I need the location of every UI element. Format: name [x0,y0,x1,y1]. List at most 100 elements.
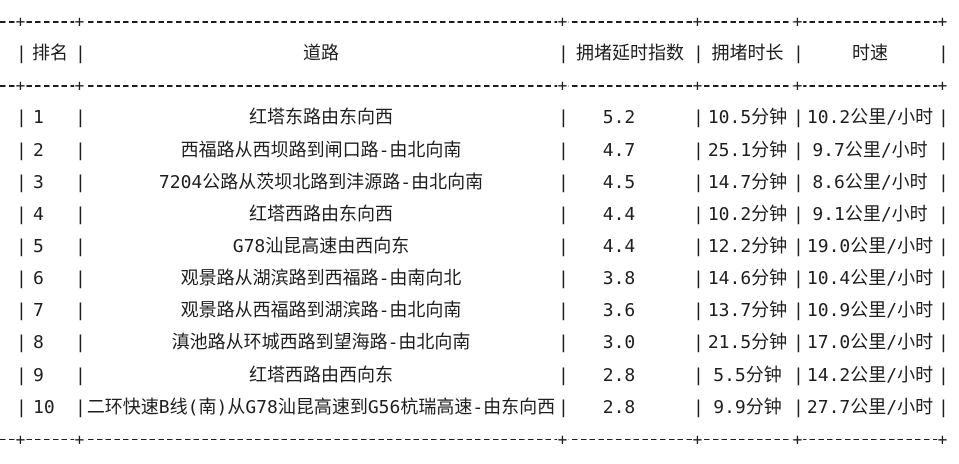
column-divider [558,142,567,160]
column-divider [16,238,25,256]
column-divider [693,238,702,256]
table-row: 7 观景路从西福路到湖滨路-由北向南 3.6 13.7分钟 10.9公里/小时 [0,295,947,327]
column-divider [793,174,802,192]
column-divider [75,238,84,256]
column-divider [75,399,84,417]
column-divider [793,142,802,160]
column-divider [793,206,802,224]
border-junction [73,14,86,31]
column-divider [75,109,84,127]
border-junction [691,14,704,31]
column-divider [16,109,25,127]
column-divider [16,174,25,192]
cell-duration: 21.5分钟 [707,332,788,354]
cell-delay-index: 2.8 [602,396,636,418]
column-divider [693,142,702,160]
cell-road: 西福路从西坝路到闸口路-由北向南 [180,139,462,161]
cell-speed: 8.6公里/小时 [812,171,928,193]
table-border-header [0,70,949,102]
table-row: 3 7204公路从茨坝北路到沣源路-由北向南 4.5 14.7分钟 8.6公里/… [0,167,947,199]
border-junction [691,78,704,95]
cell-road: 红塔东路由东向西 [249,107,393,129]
column-divider [793,109,802,127]
cell-delay-index: 3.0 [602,332,636,354]
column-divider [75,334,84,352]
cell-rank: 1 [33,107,44,129]
cell-rank: 2 [33,139,44,161]
column-divider [16,142,25,160]
column-divider [693,174,702,192]
cell-road: 红塔西路由西向东 [249,364,393,386]
cell-road: 7204公路从茨坝北路到沣源路-由北向南 [158,171,484,193]
column-divider [938,399,947,417]
cell-road: 观景路从西福路到湖滨路-由北向南 [180,300,462,322]
column-divider [693,334,702,352]
cell-road: G78汕昆高速由西向东 [232,236,410,258]
column-divider [558,302,567,320]
cell-duration: 14.6分钟 [707,268,788,290]
column-divider [16,399,25,417]
column-divider [16,45,25,63]
cell-delay-index: 3.6 [602,300,636,322]
table-row: 8 滇池路从环城西路到望海路-由北向南 3.0 21.5分钟 17.0公里/小时 [0,327,947,359]
column-divider [16,206,25,224]
cell-rank: 3 [33,171,44,193]
column-divider [16,367,25,385]
column-divider [938,206,947,224]
column-divider [75,302,84,320]
cell-speed: 17.0公里/小时 [806,332,934,354]
cell-duration: 10.5分钟 [707,107,788,129]
column-divider [938,142,947,160]
table-header-row: 排名 道路 拥堵延时指数 拥堵时长 时速 [0,38,947,70]
column-divider [558,334,567,352]
dashed-border-line [0,438,944,441]
column-divider [938,238,947,256]
border-junction [73,78,86,95]
header-speed: 时速 [852,43,888,65]
column-divider [793,334,802,352]
column-divider [75,206,84,224]
cell-rank: 4 [33,203,44,225]
column-divider [75,142,84,160]
column-divider [558,238,567,256]
cell-delay-index: 3.8 [602,268,636,290]
dashed-border-line [0,21,944,23]
cell-road: 红塔西路由东向西 [249,203,393,225]
cell-rank: 5 [33,236,44,258]
border-junction [691,431,704,448]
column-divider [938,270,947,288]
column-divider [16,334,25,352]
column-divider [793,45,802,63]
column-divider [693,206,702,224]
table-body: 1 红塔东路由东向西 5.2 10.5分钟 10.2公里/小时 2 西福路从西坝… [0,102,947,423]
cell-speed: 9.1公里/小时 [812,203,928,225]
table-row: 10 二环快速B线(南)从G78汕昆高速到G56杭瑞高速-由东向西 2.8 9.… [0,392,947,424]
header-road: 道路 [303,43,339,65]
table-row: 5 G78汕昆高速由西向东 4.4 12.2分钟 19.0公里/小时 [0,231,947,263]
table-row: 6 观景路从湖滨路到西福路-由南向北 3.8 14.6分钟 10.4公里/小时 [0,263,947,295]
border-junction [556,431,569,448]
column-divider [938,109,947,127]
cell-duration: 14.7分钟 [707,171,788,193]
cell-speed: 10.4公里/小时 [806,268,934,290]
congestion-ranking-table: 排名 道路 拥堵延时指数 拥堵时长 时速 1 红塔东路由东向西 5.2 10.5… [0,6,949,456]
column-divider [693,109,702,127]
cell-speed: 14.2公里/小时 [806,364,934,386]
cell-duration: 25.1分钟 [707,139,788,161]
cell-speed: 9.7公里/小时 [812,139,928,161]
border-junction [936,431,949,448]
cell-rank: 6 [33,268,44,290]
border-junction [73,431,86,448]
table-row: 2 西福路从西坝路到闸口路-由北向南 4.7 25.1分钟 9.7公里/小时 [0,135,947,167]
border-junction [14,78,27,95]
cell-delay-index: 2.8 [602,364,636,386]
header-delay-index: 拥堵延时指数 [576,43,684,65]
column-divider [558,206,567,224]
column-divider [75,45,84,63]
cell-speed: 10.2公里/小时 [806,107,934,129]
header-rank: 排名 [32,43,68,65]
column-divider [793,302,802,320]
border-junction [791,78,804,95]
border-junction [14,431,27,448]
cell-rank: 8 [33,332,44,354]
